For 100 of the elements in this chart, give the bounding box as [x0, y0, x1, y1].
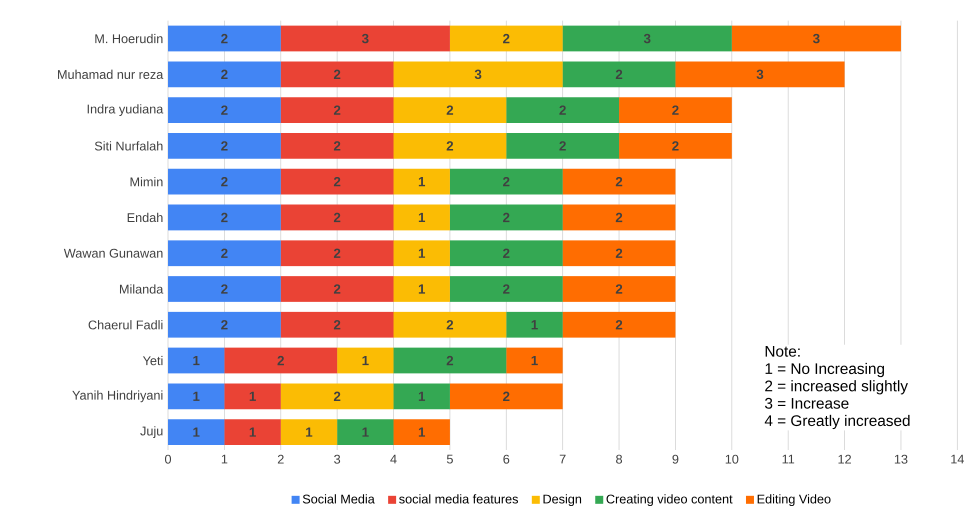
data-label: 2 [221, 320, 228, 330]
data-label: 3 [812, 34, 820, 44]
bar [168, 26, 281, 52]
bar [280, 276, 394, 302]
bar [394, 276, 450, 302]
data-label: 2 [616, 248, 622, 258]
data-label: 1 [306, 428, 312, 437]
annotation: 2 = increased slightly [765, 380, 908, 394]
data-label: 2 [616, 320, 622, 330]
bar [280, 97, 394, 123]
bar [732, 26, 901, 52]
data-label: 3 [474, 70, 482, 80]
data-label: 3 [644, 34, 650, 44]
bar [506, 97, 620, 123]
y-tick-label: Yeti [142, 356, 162, 366]
y-tick-label: Juju [140, 426, 162, 438]
bar [394, 312, 506, 338]
bar [394, 133, 506, 159]
x-tick-label: 5 [446, 454, 453, 464]
data-label: 2 [221, 105, 228, 115]
bar [168, 168, 281, 195]
bar [280, 204, 394, 230]
y-tick-label: Mimin [130, 177, 162, 186]
data-label: 1 [418, 177, 426, 186]
bar [450, 276, 563, 302]
data-label: 2 [334, 284, 340, 294]
x-tick-label: 3 [334, 454, 340, 464]
bar [562, 276, 676, 302]
bar [394, 348, 506, 374]
data-label: 2 [672, 105, 679, 115]
bar [280, 61, 394, 88]
data-label: 1 [193, 392, 200, 401]
bar [280, 383, 394, 410]
data-label: 2 [559, 141, 566, 151]
data-label: 1 [193, 356, 200, 366]
data-label: 2 [616, 284, 622, 294]
y-tick-label: Chaerul Fadli [88, 320, 162, 330]
bar [394, 204, 450, 230]
data-label: 3 [362, 34, 369, 44]
y-tick-label: Yanih Hindriyani [72, 390, 162, 402]
bar [506, 312, 563, 338]
bar [394, 97, 506, 123]
data-label: 1 [362, 428, 369, 437]
bar [394, 383, 450, 410]
bar [224, 383, 281, 410]
bar [224, 348, 338, 374]
annotation: 1 = No Increasing [766, 362, 884, 378]
bar [562, 61, 676, 88]
legend-label: social media features [399, 494, 518, 504]
data-label: 2 [334, 70, 340, 79]
bar [168, 276, 281, 302]
y-tick-label: M. Hoerudin [95, 34, 162, 44]
data-label: 1 [532, 356, 538, 366]
bar [619, 97, 732, 123]
bar [280, 168, 394, 195]
data-label: 2 [446, 105, 454, 115]
data-label: 2 [334, 392, 340, 401]
x-tick-label: 2 [278, 454, 284, 464]
data-label: 2 [221, 177, 228, 186]
data-label: 2 [616, 212, 622, 222]
bar [168, 97, 281, 123]
bar [394, 168, 450, 195]
data-label: 1 [418, 248, 426, 258]
data-label: 1 [193, 428, 200, 437]
data-label: 2 [616, 177, 622, 186]
bar [562, 168, 676, 195]
data-label: 1 [250, 428, 256, 437]
bar [450, 168, 563, 195]
data-label: 2 [503, 248, 510, 258]
bar [168, 133, 281, 159]
bar [506, 133, 620, 159]
data-label: 2 [672, 141, 679, 151]
x-tick-label: 4 [390, 454, 397, 464]
annotation: 3 = Increase [765, 398, 849, 409]
legend-label: Editing Video [758, 494, 831, 506]
data-label: 1 [418, 392, 426, 401]
x-tick-label: 9 [672, 454, 678, 464]
x-tick-label: 0 [164, 454, 172, 464]
data-label: 2 [334, 177, 340, 186]
bar [450, 383, 563, 410]
data-label: 2 [559, 105, 566, 115]
x-tick-label: 8 [616, 454, 622, 464]
data-label: 2 [221, 34, 228, 44]
data-label: 1 [418, 284, 426, 294]
y-tick-label: Wawan Gunawan [64, 248, 162, 258]
x-tick-label: 1 [222, 454, 228, 464]
data-label: 2 [503, 34, 510, 44]
bar [337, 348, 394, 374]
data-label: 2 [446, 356, 454, 366]
bar [280, 26, 450, 52]
y-tick-label: Siti Nurfalah [94, 141, 162, 151]
bar [168, 348, 224, 374]
data-label: 2 [616, 70, 622, 79]
data-label: 1 [418, 428, 426, 437]
y-tick-label: Endah [128, 212, 162, 222]
data-label: 2 [446, 141, 454, 151]
bar [450, 204, 563, 230]
y-tick-label: Indra yudiana [88, 104, 164, 116]
x-tick-label: 11 [782, 454, 794, 464]
bar [394, 419, 450, 445]
